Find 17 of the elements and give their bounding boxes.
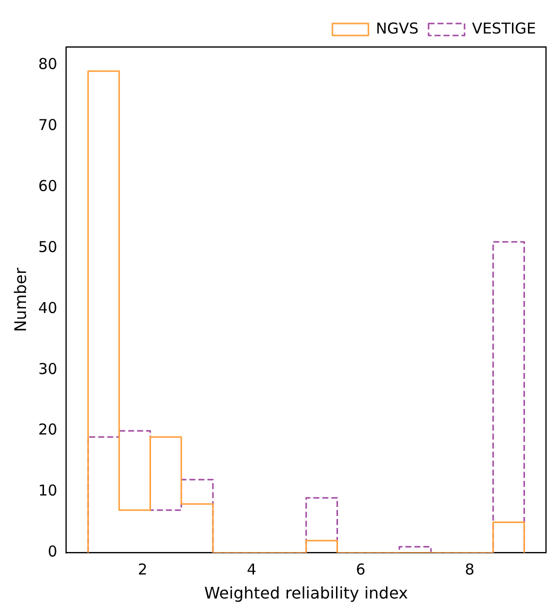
y-tick-label: 40 (38, 298, 58, 317)
legend-label: VESTIGE (472, 19, 536, 38)
y-tick-label: 60 (38, 176, 58, 195)
y-tick-label: 80 (38, 54, 58, 73)
x-tick-label: 2 (138, 560, 148, 579)
y-tick-label: 30 (38, 360, 58, 378)
y-tick-label: 20 (38, 420, 58, 439)
y-tick-label: 70 (38, 116, 58, 134)
legend-label: NGVS (376, 19, 419, 38)
x-tick-label: 4 (246, 560, 256, 579)
y-tick-label: 50 (38, 238, 58, 256)
y-tick-label: 0 (48, 542, 58, 561)
x-axis-title: Weighted reliability index (204, 584, 408, 603)
x-tick-label: 8 (464, 560, 474, 579)
x-tick-label: 6 (356, 560, 366, 579)
y-tick-label: 10 (38, 482, 58, 500)
y-axis-title: Number (10, 267, 30, 332)
